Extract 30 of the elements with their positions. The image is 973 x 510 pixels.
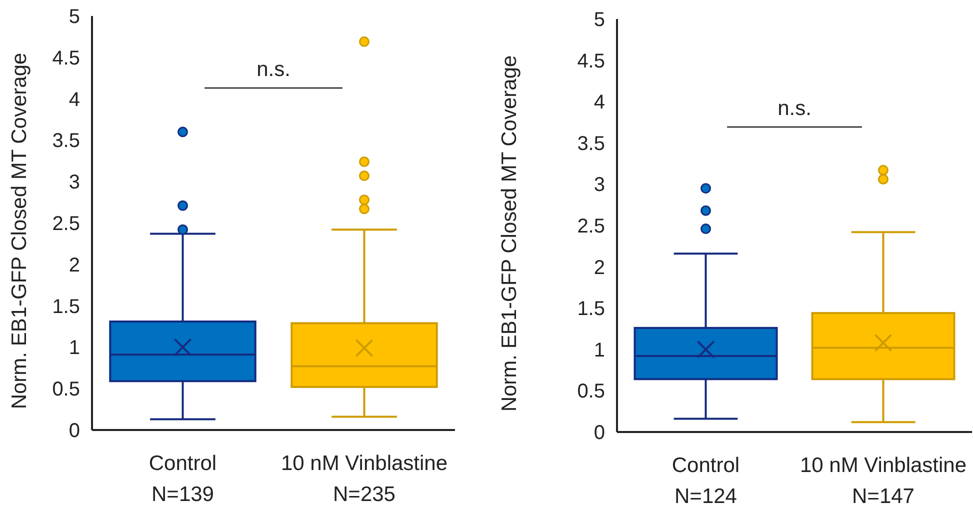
y-tick-label: 0.5 bbox=[52, 378, 80, 401]
y-tick-label: 3 bbox=[68, 172, 80, 194]
y-tick-label: 3.5 bbox=[577, 132, 605, 155]
y-tick-label: 2.5 bbox=[52, 213, 80, 235]
x-tick-label: 10 nM Vinblastine N=235 bbox=[280, 452, 448, 506]
y-tick-label: 2 bbox=[594, 256, 605, 279]
y-tick-label: 2.5 bbox=[577, 216, 605, 238]
y-tick-label: 3 bbox=[594, 174, 605, 196]
y-tick-label: 1.5 bbox=[577, 298, 605, 320]
y-tick-label: 5 bbox=[68, 6, 80, 28]
x-tick-label: 10 nM Vinblastine N=147 bbox=[800, 454, 967, 508]
y-tick-label: 5 bbox=[594, 9, 605, 31]
y-tick-label: 4 bbox=[594, 92, 605, 114]
y-axis-title: Norm. EB1-GFP Closed MT Coverage bbox=[8, 52, 31, 410]
y-tick-label: 0 bbox=[594, 422, 605, 444]
annotation: n.s. bbox=[256, 58, 290, 81]
y-tick-label: 1 bbox=[68, 337, 80, 360]
y-tick-label: 0 bbox=[68, 420, 80, 442]
y-tick-label: 4.5 bbox=[52, 47, 80, 70]
x-tick-label: Control N=124 bbox=[672, 454, 740, 508]
y-tick-label: 4.5 bbox=[577, 50, 605, 72]
y-tick-label: 1 bbox=[594, 339, 605, 362]
y-tick-label: 1.5 bbox=[52, 296, 80, 318]
y-tick-label: 0.5 bbox=[577, 380, 605, 403]
x-tick-label: Control N=139 bbox=[148, 452, 217, 506]
y-tick-label: 3.5 bbox=[52, 130, 80, 152]
y-tick-label: 4 bbox=[68, 88, 80, 111]
y-axis-title: Norm. EB1-GFP Closed MT Coverage bbox=[498, 55, 521, 412]
annotation: n.s. bbox=[778, 97, 812, 120]
y-tick-label: 2 bbox=[68, 254, 80, 276]
